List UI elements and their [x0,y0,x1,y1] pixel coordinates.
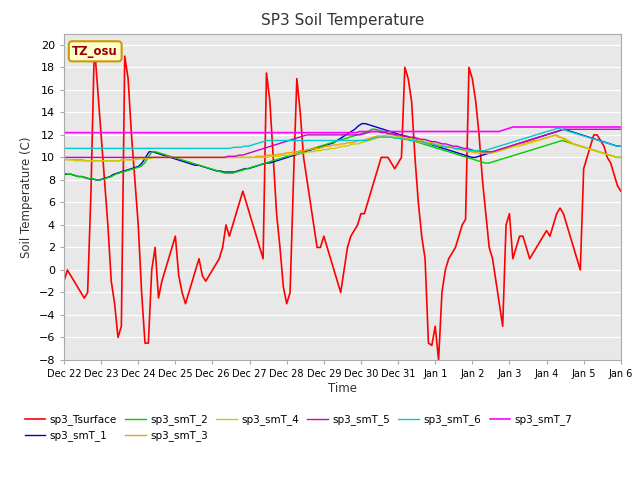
sp3_smT_2 [309,145,317,151]
sp3_smT_4 [136,156,143,161]
sp3_smT_1 [92,177,100,183]
sp3_smT_3 [60,157,68,163]
sp3_smT_3 [552,132,559,138]
sp3_smT_2 [368,126,376,132]
sp3_Tsurface [438,289,446,295]
sp3_smT_1 [451,149,458,155]
sp3_smT_3 [82,158,90,164]
sp3_smT_6 [145,145,153,151]
Line: sp3_smT_3: sp3_smT_3 [64,135,621,161]
sp3_smT_7 [593,124,600,130]
sp3_smT_4 [72,158,79,164]
sp3_smT_2 [93,177,101,183]
sp3_smT_4 [200,155,207,160]
sp3_smT_3 [260,154,268,159]
sp3_smT_3 [541,135,548,141]
sp3_Tsurface [590,132,598,138]
sp3_Tsurface [418,233,426,239]
sp3_smT_5 [267,143,275,149]
sp3_smT_7 [213,130,221,135]
Line: sp3_smT_6: sp3_smT_6 [64,128,621,151]
sp3_smT_2 [529,147,537,153]
sp3_smT_2 [598,150,606,156]
sp3_smT_4 [196,155,204,160]
sp3_smT_5 [510,142,518,148]
sp3_smT_2 [137,164,145,169]
sp3_smT_1 [159,152,167,158]
X-axis label: Time: Time [328,382,357,395]
Line: sp3_smT_4: sp3_smT_4 [64,135,621,161]
sp3_smT_2 [60,170,68,176]
sp3_smT_4 [60,157,68,163]
sp3_Tsurface [614,183,621,189]
sp3_smT_7 [509,124,516,130]
Line: sp3_smT_1: sp3_smT_1 [64,124,621,180]
sp3_smT_6 [466,148,474,154]
Text: TZ_osu: TZ_osu [72,45,118,58]
sp3_smT_1 [120,168,128,174]
Line: sp3_Tsurface: sp3_Tsurface [64,45,621,360]
sp3_smT_5 [381,130,389,135]
sp3_smT_7 [617,124,625,130]
sp3_Tsurface [60,278,68,284]
sp3_smT_6 [200,145,208,151]
Line: sp3_smT_5: sp3_smT_5 [64,129,621,157]
sp3_smT_5 [210,155,218,160]
sp3_Tsurface [74,284,81,290]
sp3_smT_2 [100,176,108,181]
sp3_smT_7 [266,130,273,135]
sp3_Tsurface [435,357,442,363]
Line: sp3_smT_7: sp3_smT_7 [64,127,621,132]
sp3_smT_3 [479,150,486,156]
sp3_smT_3 [417,140,424,145]
sp3_smT_7 [60,130,68,135]
Y-axis label: Soil Temperature (C): Soil Temperature (C) [20,136,33,258]
sp3_smT_6 [79,145,86,151]
sp3_smT_7 [527,124,534,130]
sp3_Tsurface [219,245,227,251]
sp3_smT_5 [60,155,68,160]
sp3_smT_4 [162,155,170,160]
sp3_smT_2 [617,155,625,160]
sp3_smT_5 [78,155,86,160]
sp3_smT_5 [89,155,97,160]
sp3_smT_7 [554,124,562,130]
sp3_smT_6 [252,141,260,147]
sp3_smT_1 [358,121,365,127]
sp3_smT_6 [617,143,625,149]
sp3_smT_3 [257,154,264,159]
sp3_smT_1 [617,143,625,149]
sp3_smT_4 [433,141,440,147]
sp3_smT_6 [422,140,429,145]
sp3_smT_6 [60,145,68,151]
sp3_smT_4 [308,149,316,155]
sp3_smT_2 [460,154,467,159]
sp3_smT_5 [617,126,625,132]
Line: sp3_smT_2: sp3_smT_2 [64,129,621,180]
sp3_smT_6 [433,142,440,148]
sp3_smT_1 [369,123,376,129]
sp3_smT_1 [582,133,589,139]
sp3_smT_3 [518,141,526,147]
sp3_smT_1 [266,160,273,166]
sp3_smT_5 [560,126,568,132]
sp3_Tsurface [90,42,98,48]
sp3_smT_3 [617,155,625,160]
Title: SP3 Soil Temperature: SP3 Soil Temperature [260,13,424,28]
sp3_smT_6 [554,125,562,131]
sp3_Tsurface [617,188,625,194]
Legend: sp3_Tsurface, sp3_smT_1, sp3_smT_2, sp3_smT_3, sp3_smT_4, sp3_smT_5, sp3_smT_6, : sp3_Tsurface, sp3_smT_1, sp3_smT_2, sp3_… [25,414,572,441]
sp3_smT_1 [60,171,68,177]
sp3_smT_4 [384,132,392,138]
sp3_smT_7 [244,130,252,135]
sp3_smT_4 [617,155,625,160]
